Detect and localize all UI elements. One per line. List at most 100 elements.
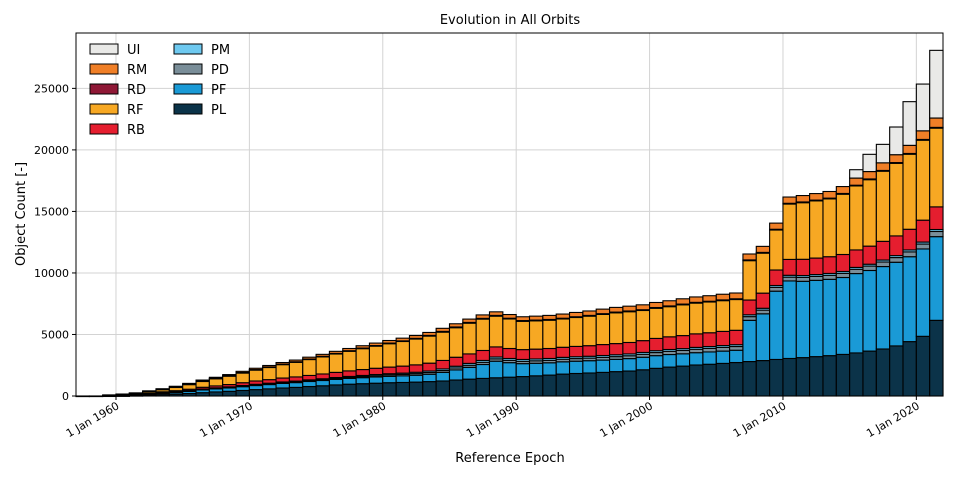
bar-rb-2006	[729, 329, 744, 346]
bar-rb-1996	[595, 344, 611, 357]
bar-rm-1996	[595, 308, 611, 315]
bar-rb-2013	[822, 256, 837, 274]
bar-rf-1990	[515, 320, 531, 351]
bar-rb-1989	[502, 347, 517, 360]
legend-item-pm: PM	[173, 43, 230, 58]
bar-ui-2018	[889, 126, 904, 156]
bar-pf-1999	[635, 356, 651, 371]
bar-rf-2004	[702, 301, 717, 334]
bar-pf-2012	[809, 279, 824, 358]
bar-rf-1982	[408, 338, 424, 366]
bar-rb-1972	[275, 377, 290, 383]
legend-item-pl: PL	[173, 103, 227, 118]
bar-pl-2014	[835, 353, 851, 397]
bar-rm-1984	[435, 327, 451, 332]
legend-item-rd: RD	[89, 83, 146, 98]
x-axis-label: Reference Epoch	[455, 451, 564, 466]
legend-item-ui: UI	[89, 43, 140, 58]
bar-pl-1973	[288, 386, 304, 397]
bar-rm-1995	[582, 310, 597, 316]
bar-pf-2016	[862, 269, 877, 352]
bar-rm-1997	[609, 306, 624, 313]
bar-rm-1972	[275, 361, 290, 365]
bar-pf-2017	[875, 266, 891, 350]
bar-pf-1995	[582, 360, 597, 374]
bar-rb-1999	[635, 340, 651, 353]
bar-rf-1971	[262, 366, 277, 381]
bar-pf-2013	[822, 278, 837, 357]
bar-rm-2001	[662, 300, 677, 307]
bar-rf-1983	[422, 335, 437, 364]
bar-pf-1970	[248, 384, 264, 391]
bar-pl-1981	[395, 381, 411, 397]
bar-pf-1977	[342, 377, 357, 385]
bar-rb-1973	[288, 376, 304, 382]
bar-pd-2005	[715, 346, 731, 352]
bar-pl-1977	[342, 383, 357, 397]
bar-pf-1994	[568, 360, 584, 375]
bar-pl-2011	[795, 357, 811, 397]
legend-swatch-rm	[89, 63, 119, 75]
bar-rf-2007	[742, 260, 757, 301]
bar-pl-1995	[582, 372, 597, 397]
bar-rb-2014	[835, 253, 851, 273]
bar-rf-1995	[582, 315, 597, 347]
bar-rf-2002	[675, 304, 691, 337]
bar-pf-1979	[368, 376, 384, 384]
bar-rb-2015	[849, 249, 864, 268]
bar-rf-1999	[635, 309, 651, 342]
bar-rm-1983	[422, 331, 437, 336]
bar-rb-1993	[555, 346, 571, 358]
bar-rb-2002	[675, 335, 691, 350]
bar-rm-2011	[795, 195, 811, 203]
bar-rf-1997	[609, 312, 624, 345]
bar-pd-2013	[822, 274, 837, 280]
bar-rb-1990	[515, 349, 531, 361]
bar-rm-1993	[555, 313, 571, 319]
bar-pf-1990	[515, 363, 531, 378]
bar-rf-1972	[275, 363, 290, 379]
bar-pf-1978	[355, 377, 370, 385]
bar-rm-1975	[315, 353, 330, 357]
bar-rf-2001	[662, 306, 677, 338]
bar-rf-1984	[435, 331, 451, 361]
bar-rb-2012	[809, 257, 824, 276]
bar-rf-1985	[448, 327, 464, 358]
bar-rm-1990	[515, 316, 531, 322]
bar-rf-1989	[502, 318, 517, 350]
bar-rb-1986	[462, 353, 477, 364]
bar-rm-2010	[782, 196, 797, 204]
bar-pf-2008	[755, 313, 771, 362]
bar-pd-2018	[889, 257, 904, 263]
bar-pl-2016	[862, 350, 877, 397]
bar-pl-2020	[915, 335, 931, 397]
bar-rf-1996	[595, 313, 611, 346]
bar-pl-1975	[315, 385, 330, 397]
bar-pl-2008	[755, 360, 771, 397]
bar-pf-1998	[622, 358, 637, 372]
legend-item-rm: RM	[89, 63, 147, 78]
bar-rm-2016	[862, 171, 877, 180]
bar-rm-2015	[849, 177, 864, 186]
bar-pl-1980	[382, 382, 397, 397]
bar-rb-2017	[875, 240, 891, 261]
bar-pd-2011	[795, 276, 811, 282]
bar-rb-1985	[448, 356, 464, 367]
bar-pl-2002	[675, 365, 691, 397]
bar-rb-1997	[609, 343, 624, 356]
bar-rf-1986	[462, 322, 477, 355]
bar-rf-1968	[222, 375, 237, 386]
bar-pd-2020	[915, 243, 931, 250]
bar-rf-2005	[715, 300, 731, 332]
bar-rf-1979	[368, 345, 384, 369]
bar-pl-1991	[528, 375, 544, 397]
bar-pl-1993	[555, 373, 571, 397]
bar-pd-2016	[862, 265, 877, 272]
bar-rm-1987	[475, 314, 491, 319]
y-tick-label: 20000	[34, 144, 69, 157]
bar-rf-2017	[875, 170, 891, 242]
bar-ui-2020	[915, 83, 931, 132]
bar-pd-2007	[742, 316, 757, 321]
bar-rf-1987	[475, 318, 491, 352]
